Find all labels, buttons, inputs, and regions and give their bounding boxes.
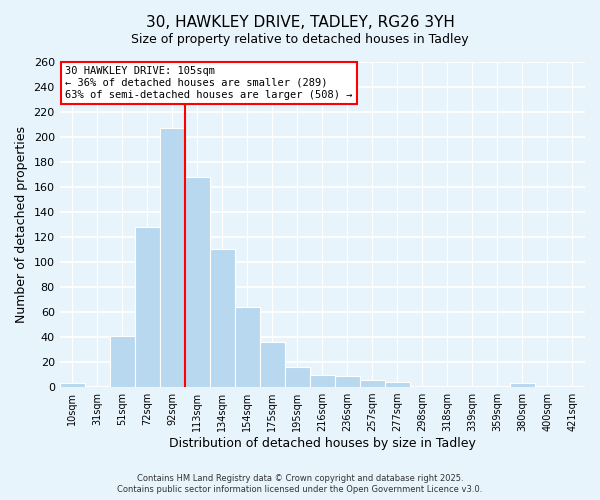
Bar bbox=[285, 367, 310, 387]
Text: 30, HAWKLEY DRIVE, TADLEY, RG26 3YH: 30, HAWKLEY DRIVE, TADLEY, RG26 3YH bbox=[146, 15, 454, 30]
Bar bbox=[385, 382, 410, 387]
Y-axis label: Number of detached properties: Number of detached properties bbox=[15, 126, 28, 323]
Text: Size of property relative to detached houses in Tadley: Size of property relative to detached ho… bbox=[131, 32, 469, 46]
Bar bbox=[260, 342, 285, 387]
Bar bbox=[59, 384, 85, 387]
X-axis label: Distribution of detached houses by size in Tadley: Distribution of detached houses by size … bbox=[169, 437, 476, 450]
Bar bbox=[235, 307, 260, 387]
Bar bbox=[210, 250, 235, 387]
Bar bbox=[110, 336, 135, 387]
Bar bbox=[510, 384, 535, 387]
Bar bbox=[360, 380, 385, 387]
Bar bbox=[335, 376, 360, 387]
Text: Contains HM Land Registry data © Crown copyright and database right 2025.
Contai: Contains HM Land Registry data © Crown c… bbox=[118, 474, 482, 494]
Bar bbox=[310, 374, 335, 387]
Bar bbox=[160, 128, 185, 387]
Text: 30 HAWKLEY DRIVE: 105sqm
← 36% of detached houses are smaller (289)
63% of semi-: 30 HAWKLEY DRIVE: 105sqm ← 36% of detach… bbox=[65, 66, 352, 100]
Bar bbox=[185, 176, 210, 387]
Bar bbox=[135, 227, 160, 387]
